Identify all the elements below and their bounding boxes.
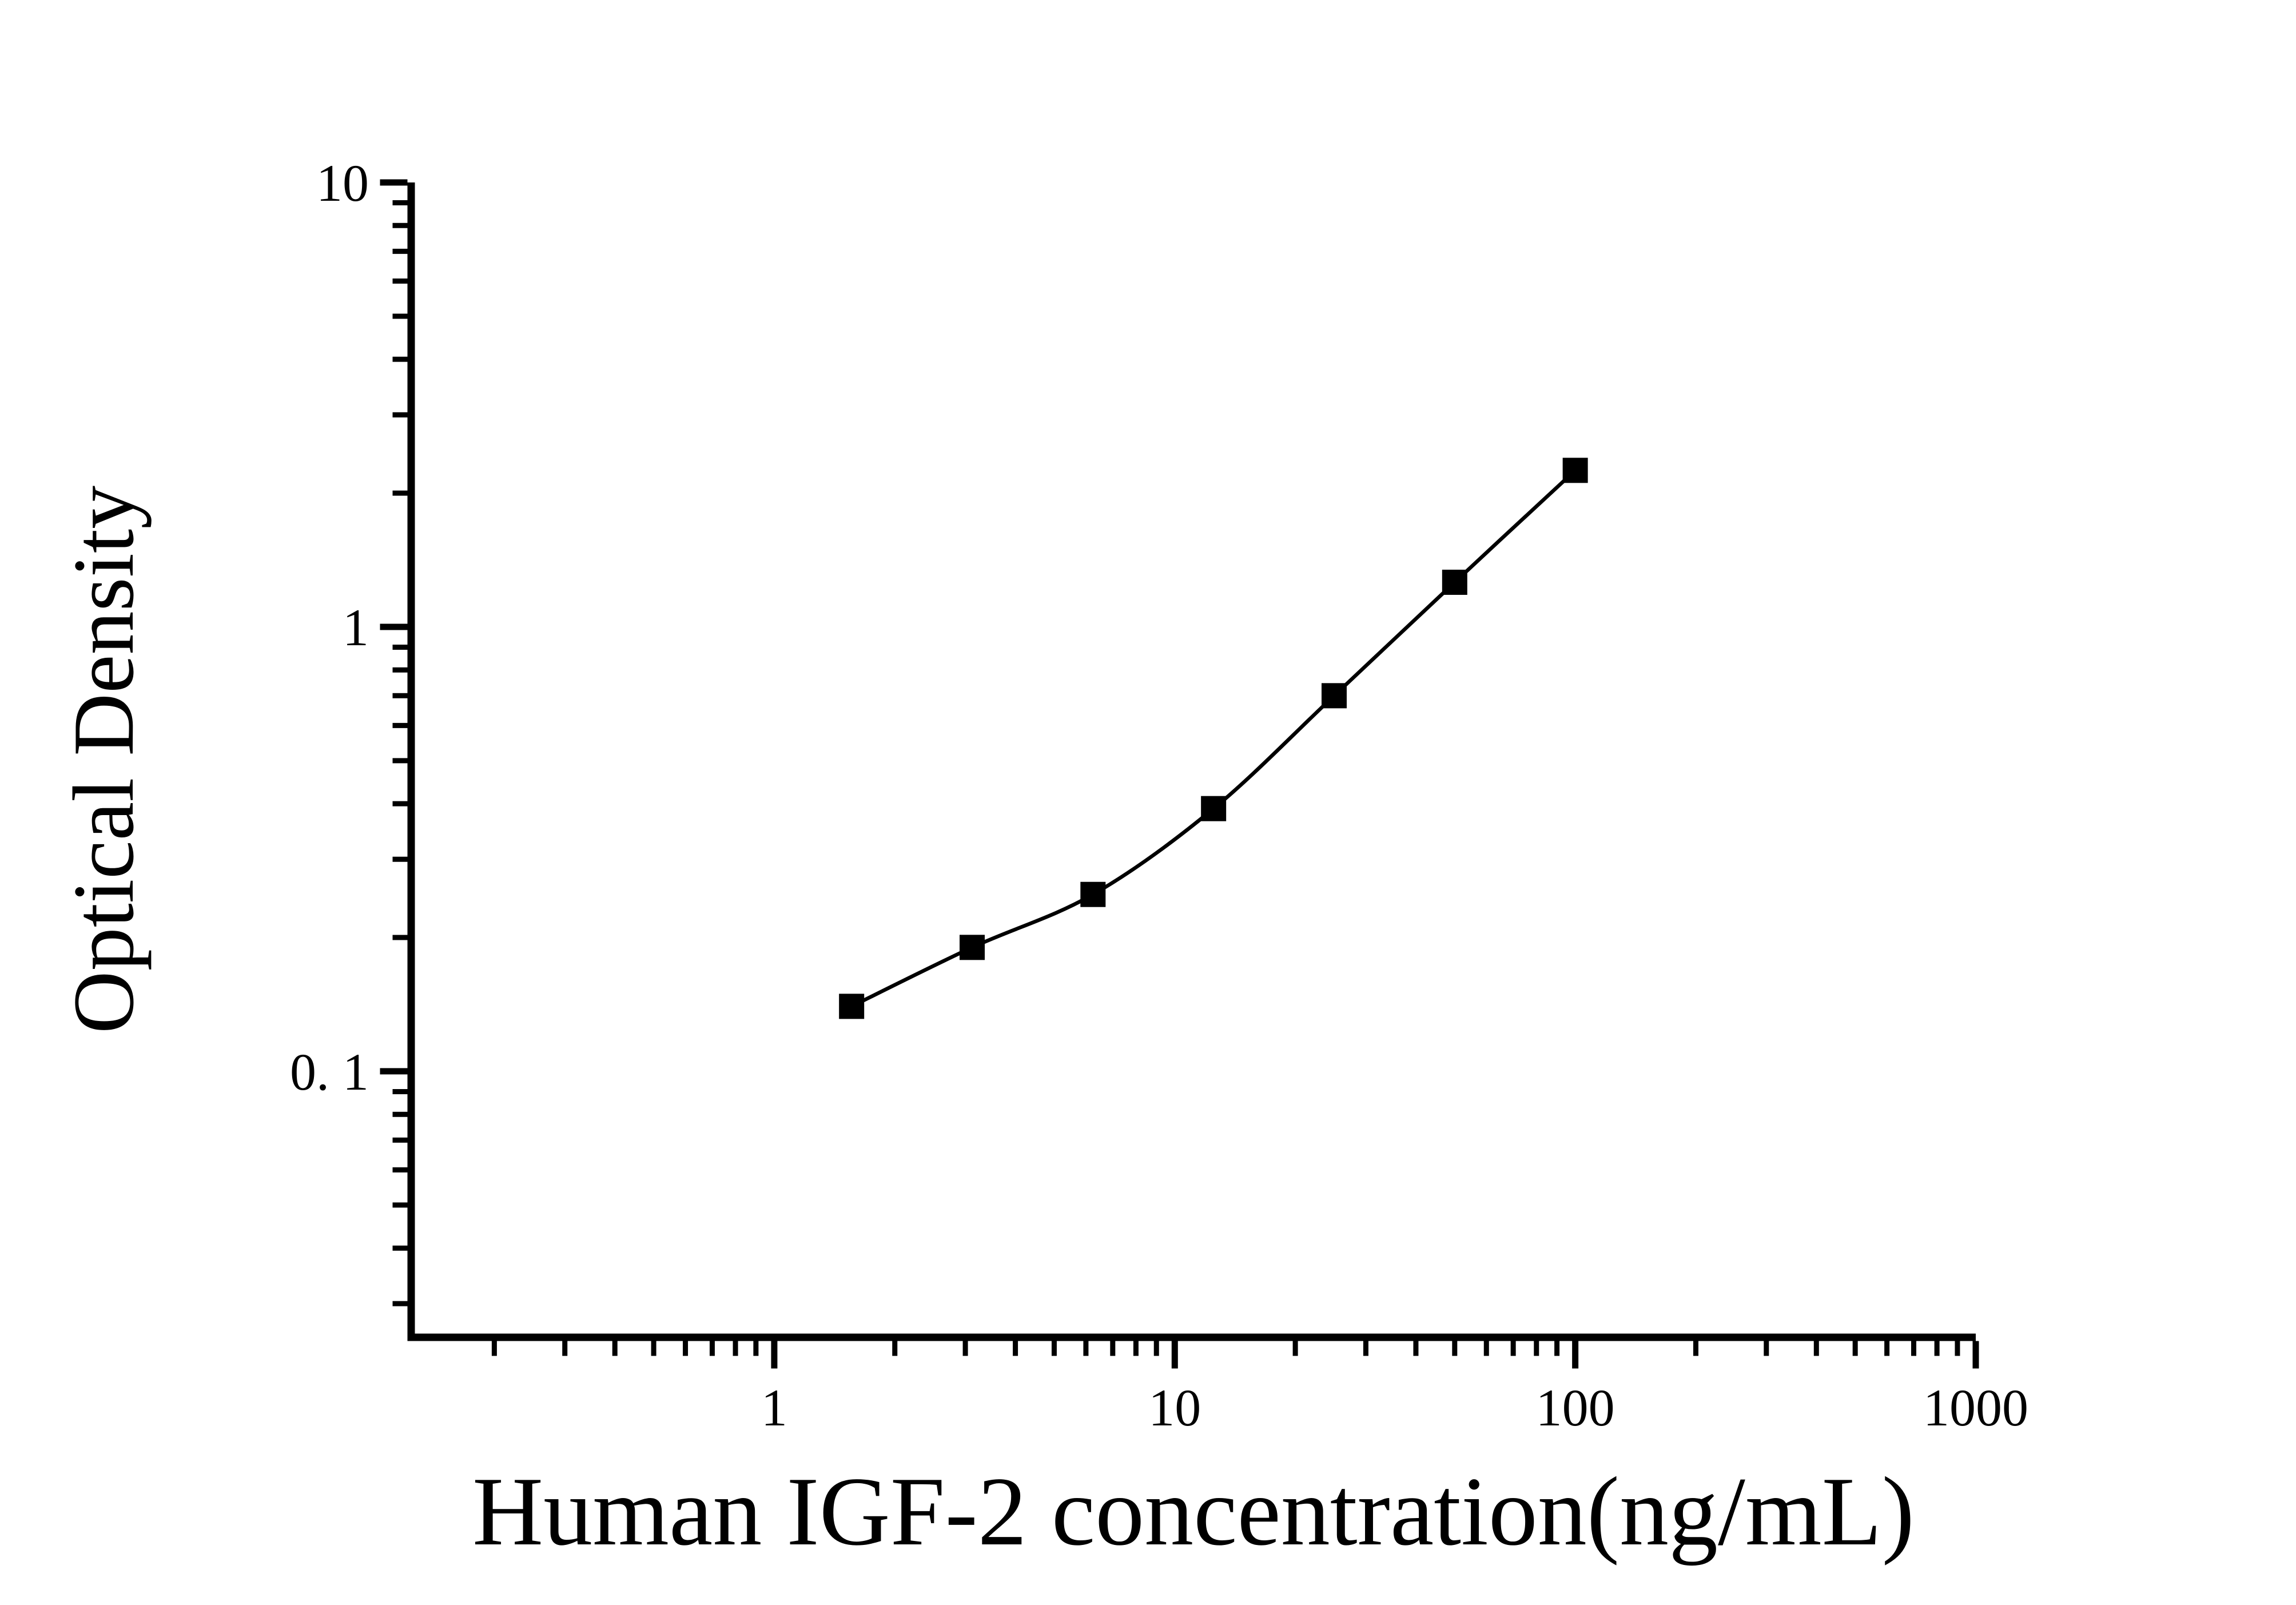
x-tick-label: 1000: [1923, 1378, 2028, 1437]
x-tick-label: 100: [1536, 1378, 1615, 1437]
y-axis-title: Optical Density: [55, 486, 152, 1034]
data-point-marker: [839, 994, 865, 1019]
y-tick-label: 0. 1: [290, 1043, 369, 1101]
data-point-marker: [960, 935, 985, 960]
x-tick-label: 10: [1148, 1378, 1201, 1437]
data-point-marker: [1442, 569, 1467, 595]
data-point-marker: [1080, 881, 1106, 907]
data-point-marker: [1201, 796, 1227, 821]
y-tick-label: 1: [343, 598, 369, 657]
axis-frame: [407, 182, 1976, 1341]
x-axis-title: Human IGF-2 concentration(ng/mL): [472, 1457, 1915, 1566]
fit-curve-line: [850, 468, 1577, 1008]
data-point-marker: [1321, 683, 1347, 709]
x-tick-label: 1: [761, 1378, 787, 1437]
plot-layer: 1 10 100 1000 10 1 0. 1: [290, 154, 2028, 1437]
data-point-marker: [1562, 458, 1588, 483]
y-tick-label: 10: [316, 154, 369, 212]
